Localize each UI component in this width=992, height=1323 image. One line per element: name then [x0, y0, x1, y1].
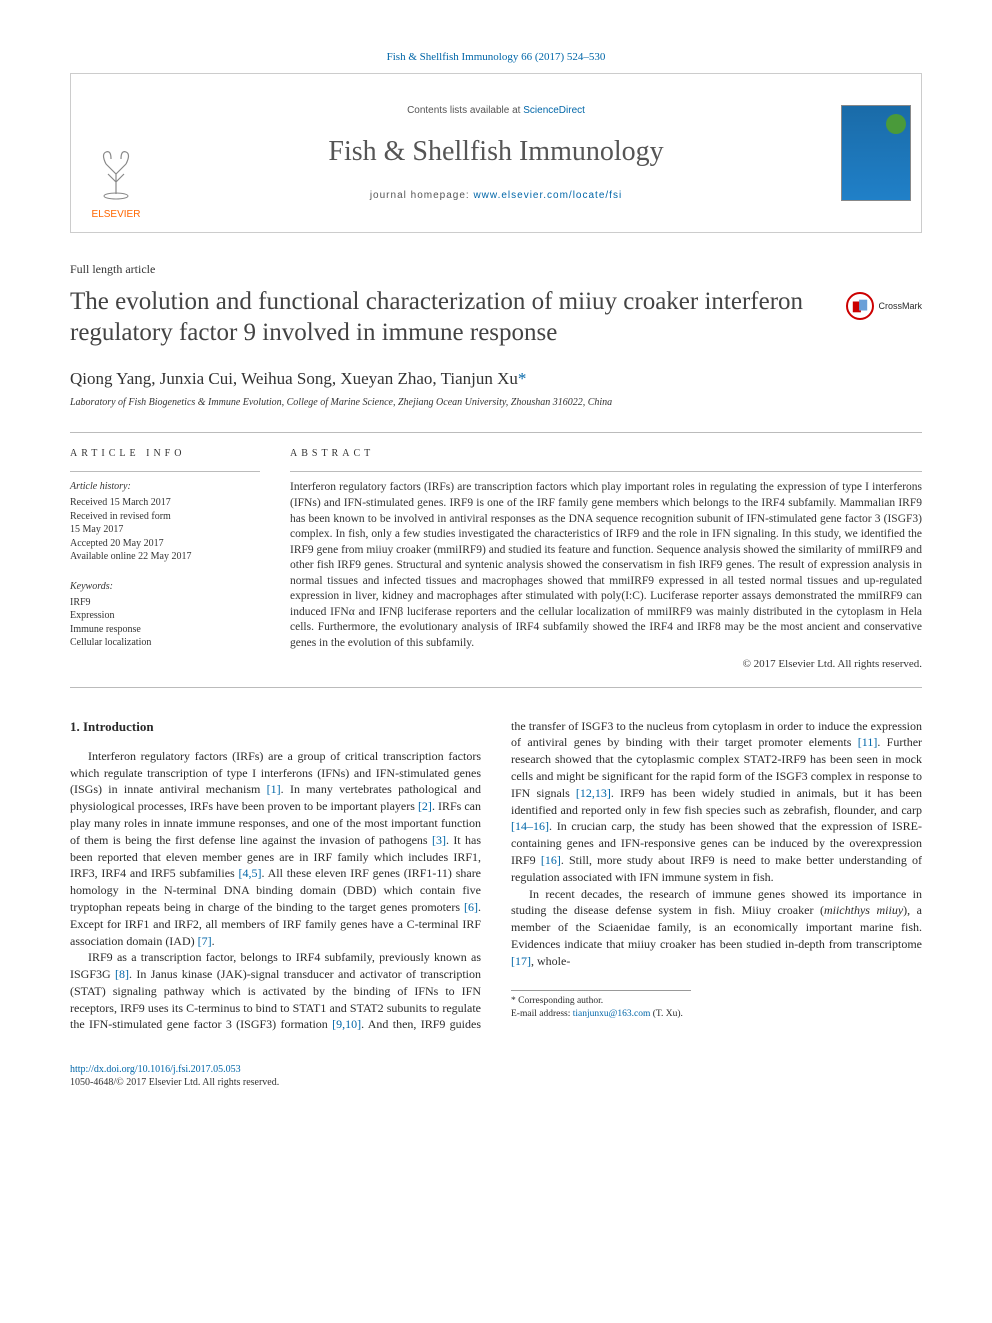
crossmark-icon: [846, 292, 874, 320]
homepage-line: journal homepage: www.elsevier.com/locat…: [370, 189, 622, 203]
abstract-copyright: © 2017 Elsevier Ltd. All rights reserved…: [290, 657, 922, 672]
history-line: 15 May 2017: [70, 523, 260, 537]
section-heading: 1. Introduction: [70, 718, 481, 736]
page: Fish & Shellfish Immunology 66 (2017) 52…: [0, 0, 992, 1129]
keyword: Cellular localization: [70, 636, 260, 650]
homepage-prefix: journal homepage:: [370, 190, 474, 201]
info-label: ARTICLE INFO: [70, 447, 260, 461]
article-type: Full length article: [70, 261, 922, 278]
citation-text: Fish & Shellfish Immunology 66 (2017) 52…: [387, 51, 606, 63]
citation-link[interactable]: [12,13]: [576, 786, 611, 800]
title-row: The evolution and functional characteriz…: [70, 286, 922, 349]
footnotes: * Corresponding author. E-mail address: …: [511, 990, 691, 1022]
elsevier-tree-icon: [86, 144, 146, 204]
crossmark-badge[interactable]: CrossMark: [846, 292, 922, 320]
contents-prefix: Contents lists available at: [407, 105, 523, 116]
history-head: Article history:: [70, 480, 260, 494]
journal-cover: [831, 74, 921, 232]
email-label: E-mail address:: [511, 1009, 573, 1019]
affiliation: Laboratory of Fish Biogenetics & Immune …: [70, 396, 922, 410]
paragraph: Interferon regulatory factors (IRFs) are…: [70, 748, 481, 950]
header-center: Contents lists available at ScienceDirec…: [161, 74, 831, 232]
citation-link[interactable]: [4,5]: [239, 866, 262, 880]
citation-link[interactable]: [11]: [858, 735, 878, 749]
text-run-italic: miichthys miiuy: [824, 903, 903, 917]
keywords-head: Keywords:: [70, 580, 260, 594]
history-line: Received in revised form: [70, 510, 260, 524]
citation-link[interactable]: [2]: [418, 799, 432, 813]
crossmark-label: CrossMark: [878, 300, 922, 313]
abstract: ABSTRACT Interferon regulatory factors (…: [290, 447, 922, 672]
citation-bar: Fish & Shellfish Immunology 66 (2017) 52…: [70, 50, 922, 65]
citation-link[interactable]: [7]: [198, 934, 212, 948]
journal-header: ELSEVIER Contents lists available at Sci…: [70, 73, 922, 233]
text-run: , whole-: [531, 954, 570, 968]
page-footer: http://dx.doi.org/10.1016/j.fsi.2017.05.…: [70, 1063, 922, 1089]
corresponding-symbol: *: [518, 369, 527, 388]
rule-abstract: [290, 471, 922, 472]
keyword: IRF9: [70, 596, 260, 610]
citation-link[interactable]: [14–16]: [511, 819, 549, 833]
citation-link[interactable]: [6]: [464, 900, 478, 914]
article-title: The evolution and functional characteriz…: [70, 286, 826, 349]
corresponding-note: * Corresponding author.: [511, 995, 691, 1008]
citation-link[interactable]: [17]: [511, 954, 531, 968]
rights-text: 1050-4648/© 2017 Elsevier Ltd. All right…: [70, 1077, 279, 1088]
history-line: Available online 22 May 2017: [70, 550, 260, 564]
sciencedirect-link[interactable]: ScienceDirect: [523, 105, 585, 116]
cover-thumbnail: [841, 105, 911, 201]
journal-title: Fish & Shellfish Immunology: [328, 132, 663, 171]
rule-bottom: [70, 687, 922, 688]
abstract-text: Interferon regulatory factors (IRFs) are…: [290, 480, 922, 651]
citation-link[interactable]: [16]: [541, 853, 561, 867]
email-suffix: (T. Xu).: [650, 1009, 683, 1019]
text-run: . Still, more study about IRF9 is need t…: [511, 853, 922, 884]
contents-line: Contents lists available at ScienceDirec…: [407, 104, 585, 118]
history-line: Received 15 March 2017: [70, 496, 260, 510]
doi-link[interactable]: http://dx.doi.org/10.1016/j.fsi.2017.05.…: [70, 1064, 241, 1075]
abstract-label: ABSTRACT: [290, 447, 922, 461]
paragraph: In recent decades, the research of immun…: [511, 886, 922, 970]
author-list: Qiong Yang, Junxia Cui, Weihua Song, Xue…: [70, 369, 518, 388]
citation-link[interactable]: [3]: [432, 833, 446, 847]
elsevier-label: ELSEVIER: [92, 208, 141, 222]
citation-link[interactable]: [8]: [115, 967, 129, 981]
email-line: E-mail address: tianjunxu@163.com (T. Xu…: [511, 1008, 691, 1021]
rule-top: [70, 432, 922, 433]
text-run: . In Janus kinase (JAK)-signal transduce…: [129, 967, 338, 981]
homepage-link[interactable]: www.elsevier.com/locate/fsi: [473, 190, 622, 201]
publisher-logo-block: ELSEVIER: [71, 74, 161, 232]
keyword: Expression: [70, 609, 260, 623]
keyword: Immune response: [70, 623, 260, 637]
article-info: ARTICLE INFO Article history: Received 1…: [70, 447, 260, 672]
text-run: .: [212, 934, 215, 948]
email-link[interactable]: tianjunxu@163.com: [573, 1009, 651, 1019]
authors: Qiong Yang, Junxia Cui, Weihua Song, Xue…: [70, 367, 922, 391]
citation-link[interactable]: [1]: [267, 782, 281, 796]
info-abstract-row: ARTICLE INFO Article history: Received 1…: [70, 447, 922, 672]
rule-info: [70, 471, 260, 472]
citation-link[interactable]: [9,10]: [332, 1017, 361, 1031]
history-line: Accepted 20 May 2017: [70, 537, 260, 551]
body-text: 1. Introduction Interferon regulatory fa…: [70, 718, 922, 1034]
